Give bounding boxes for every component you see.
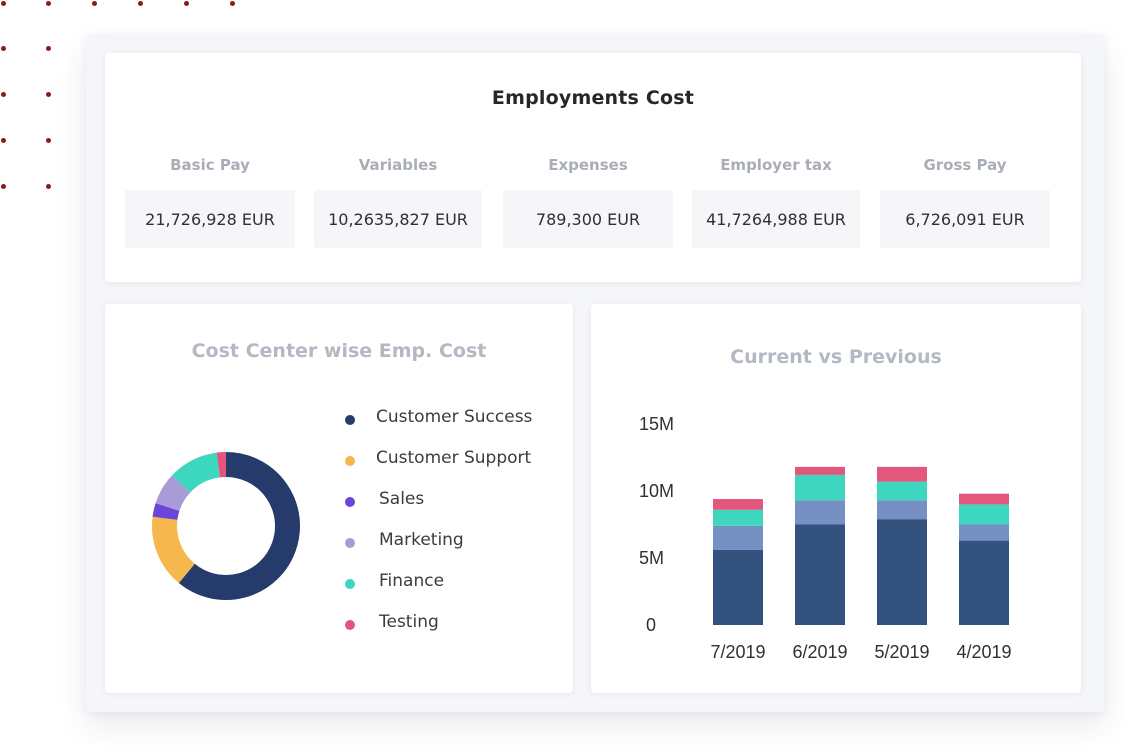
metric-label: Gross Pay bbox=[923, 156, 1007, 174]
cost-center-card: Cost Center wise Emp. Cost Customer Succ… bbox=[105, 304, 573, 693]
donut-slice-customer-success bbox=[178, 452, 300, 600]
y-tick-label: 10M bbox=[639, 481, 674, 501]
metric-value: 10,2635,827 EUR bbox=[314, 190, 482, 248]
metric-value: 6,726,091 EUR bbox=[880, 190, 1050, 248]
dot bbox=[1, 138, 6, 143]
legend-label: Sales bbox=[379, 489, 425, 509]
metric-value: 789,300 EUR bbox=[503, 190, 673, 248]
dot bbox=[46, 184, 51, 189]
metric-label: Basic Pay bbox=[170, 156, 250, 174]
metric-expenses: Expenses 789,300 EUR bbox=[503, 156, 673, 248]
metric-value: 21,726,928 EUR bbox=[125, 190, 295, 248]
bar-segment-top bbox=[877, 466, 927, 482]
dot bbox=[184, 1, 189, 6]
dot bbox=[46, 138, 51, 143]
x-tick-label: 7/2019 bbox=[710, 642, 765, 662]
dot bbox=[230, 1, 235, 6]
bar-segment-mid bbox=[877, 500, 927, 520]
x-tick-label: 6/2019 bbox=[792, 642, 847, 662]
dot bbox=[46, 46, 51, 51]
dot bbox=[46, 92, 51, 97]
dot bbox=[1, 92, 6, 97]
y-tick-label: 5M bbox=[639, 548, 664, 568]
legend-dot bbox=[345, 456, 355, 466]
bar-segment-finance bbox=[713, 509, 763, 526]
metric-label: Expenses bbox=[548, 156, 628, 174]
decorative-dot-pattern bbox=[0, 0, 250, 200]
bar-segment-base bbox=[795, 524, 845, 625]
cost-center-title: Cost Center wise Emp. Cost bbox=[191, 340, 487, 362]
dot bbox=[46, 1, 51, 6]
legend-label: Finance bbox=[379, 571, 445, 591]
donut-slice-marketing bbox=[155, 475, 191, 512]
metric-variables: Variables 10,2635,827 EUR bbox=[314, 156, 482, 248]
legend-label: Testing bbox=[379, 612, 439, 632]
bar-segment-mid bbox=[713, 525, 763, 550]
bar-segment-finance bbox=[795, 474, 845, 501]
legend-dot bbox=[345, 579, 355, 589]
dot bbox=[1, 184, 6, 189]
metric-label: Variables bbox=[358, 156, 438, 174]
bar-segment-mid bbox=[959, 524, 1009, 541]
legend-dot bbox=[345, 620, 355, 630]
bar-segment-mid bbox=[795, 500, 845, 525]
current-vs-previous-title: Current vs Previous bbox=[730, 346, 942, 368]
bar-segment-base bbox=[713, 549, 763, 625]
metric-value: 41,7264,988 EUR bbox=[692, 190, 860, 248]
x-tick-label: 4/2019 bbox=[956, 642, 1011, 662]
current-vs-previous-card: Current vs Previous 0 5M 10M 15M 7/2019 6/201… bbox=[591, 304, 1081, 693]
legend-label: Customer Success bbox=[376, 407, 533, 427]
bar-segment-finance bbox=[877, 481, 927, 501]
legend-label: Marketing bbox=[379, 530, 464, 550]
metric-gross-pay: Gross Pay 6,726,091 EUR bbox=[880, 156, 1050, 248]
y-tick-label: 0 bbox=[646, 615, 656, 635]
metric-employer-tax: Employer tax 41,7264,988 EUR bbox=[692, 156, 860, 248]
x-tick-label: 5/2019 bbox=[874, 642, 929, 662]
bar-segment-base bbox=[877, 519, 927, 625]
legend-label: Customer Support bbox=[376, 448, 532, 468]
stacked-bar-chart: 0 5M 10M 15M 7/2019 6/2019 5/2019 4/2019 bbox=[639, 414, 1012, 662]
employment-cost-card: Employments Cost Basic Pay 21,726,928 EU… bbox=[105, 53, 1081, 282]
legend-dot bbox=[345, 538, 355, 548]
donut-slice-finance bbox=[172, 452, 221, 493]
metric-label: Employer tax bbox=[720, 156, 832, 174]
legend-dot bbox=[345, 497, 355, 507]
dot bbox=[138, 1, 143, 6]
dot bbox=[1, 46, 6, 51]
donut-slice-customer-support bbox=[152, 516, 196, 584]
legend-dot bbox=[345, 415, 355, 425]
bar-segment-base bbox=[959, 540, 1009, 625]
dot bbox=[1, 1, 6, 6]
bar-segment-top bbox=[713, 499, 763, 510]
bar-segment-finance bbox=[959, 504, 1009, 525]
bar-segment-top bbox=[959, 493, 1009, 505]
y-tick-label: 15M bbox=[639, 414, 674, 434]
bar-segment-top bbox=[795, 466, 845, 475]
donut-slice-sales bbox=[152, 503, 180, 521]
employment-cost-title: Employments Cost bbox=[491, 87, 695, 109]
metric-basic-pay: Basic Pay 21,726,928 EUR bbox=[125, 156, 295, 248]
donut-chart bbox=[152, 452, 300, 600]
dot bbox=[92, 1, 97, 6]
